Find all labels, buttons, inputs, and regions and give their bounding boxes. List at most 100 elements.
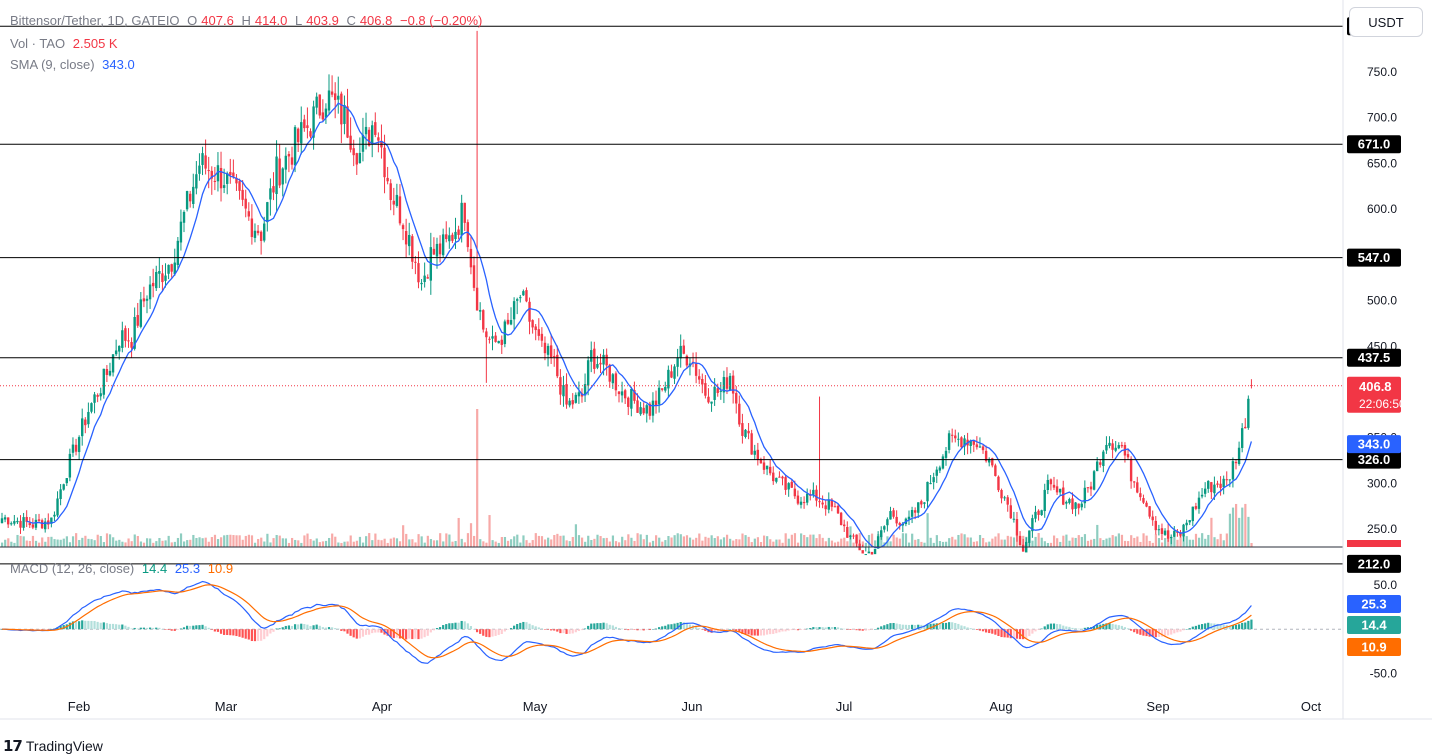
candle-body [40,520,44,529]
volume-bar [485,542,488,547]
volume-bar [750,542,753,547]
volume-bar [1009,536,1012,547]
time-tick-label: Aug [989,699,1012,714]
volume-bar [152,542,155,547]
macd-histogram-bar [599,623,602,630]
macd-hist-tag: 14.4 [1361,618,1387,633]
candle-body [710,401,713,404]
macd-histogram-bar [500,629,503,635]
candle-body [790,481,793,488]
candle-body [395,194,399,206]
volume-bar [870,533,874,547]
macd-histogram-bar [62,625,65,630]
tradingview-brand[interactable]: 𝟭𝟳 TradingView [3,737,103,755]
candle-body [617,391,621,395]
time-tick-label: May [523,699,548,714]
candle-body [960,437,963,448]
volume-bar [1046,542,1050,547]
candle-body [244,198,247,209]
candle-body [614,373,618,391]
macd-histogram-bar [398,629,402,639]
macd-histogram-bar [463,621,466,630]
candle-body [753,450,756,455]
price-tick-label: 750.0 [1367,65,1397,79]
countdown-tag: 22:06:50 [1359,397,1406,411]
candle-body [744,429,747,438]
volume-bar [861,541,864,547]
volume-bar [395,538,399,547]
macd-histogram-bar [1086,627,1090,630]
candle-body [1222,478,1225,488]
macd-histogram-bar [445,624,448,630]
candle-body [173,262,176,275]
macd-histogram-bar [602,622,605,630]
candle-body [954,435,957,439]
candle-body [1188,520,1191,523]
macd-histogram-bar [596,623,599,630]
volume-bar [1173,533,1176,547]
volume-bar [568,541,571,547]
macd-histogram-bar [614,626,618,630]
candle-body [679,345,682,359]
candle-body [503,321,507,345]
volume-bar [7,538,10,547]
macd-histogram-bar [87,620,90,630]
candle-body [574,394,578,403]
volume-bar [907,542,911,547]
volume-bar [1102,540,1105,547]
macd-histogram-bar [1105,623,1108,630]
volume-bar [732,540,735,547]
candle-body [278,158,281,186]
candle-body [1163,530,1167,535]
macd-histogram-bar [951,622,954,630]
candle-body [957,438,960,440]
candle-body [664,387,667,391]
candle-body [361,134,365,152]
macd-histogram-bar [528,623,531,630]
volume-bar [1139,541,1142,547]
time-tick-label: Jun [682,699,703,714]
candle-body [793,488,797,497]
volume-bar [537,535,540,547]
volume-bar [815,538,818,547]
macd-histogram-bar [935,623,938,630]
macd-histogram-bar [170,629,173,631]
candle-body [155,271,158,289]
volume-bar [889,541,892,547]
volume-bar [460,538,463,547]
macd-histogram-bar [1154,629,1157,638]
volume-bar [112,537,115,547]
candle-body [994,465,997,476]
macd-histogram-bar [1170,629,1173,635]
volume-bar [759,542,763,547]
macd-histogram-bar [155,627,158,630]
volume-bar [306,533,309,547]
macd-histogram-bar [74,621,78,630]
candle-body [639,407,642,415]
macd-histogram-bar [96,621,99,630]
macd-histogram-bar [118,624,121,630]
candle-body [139,299,143,327]
macd-histogram-bar [115,624,118,630]
macd-histogram-bar [1219,624,1222,630]
candle-body [549,345,553,358]
macd-histogram-bar [1120,625,1123,630]
macd-histogram-bar [210,629,213,630]
macd-histogram-bar [587,625,590,630]
macd-histogram-bar [451,623,454,630]
candle-body [1077,503,1080,509]
candle-body [849,535,852,537]
currency-button[interactable]: USDT [1349,7,1423,37]
candle-body [1006,497,1009,505]
volume-bar [448,534,451,547]
sma-value: 343.0 [102,57,135,72]
candle-body [861,550,864,554]
volume-bar [494,541,497,547]
macd-histogram-bar [364,629,368,635]
macd-histogram-bar [658,627,661,630]
volume-bar [747,536,750,547]
volume-bar [818,534,821,547]
candle-body [158,271,161,274]
candle-body [367,129,371,146]
